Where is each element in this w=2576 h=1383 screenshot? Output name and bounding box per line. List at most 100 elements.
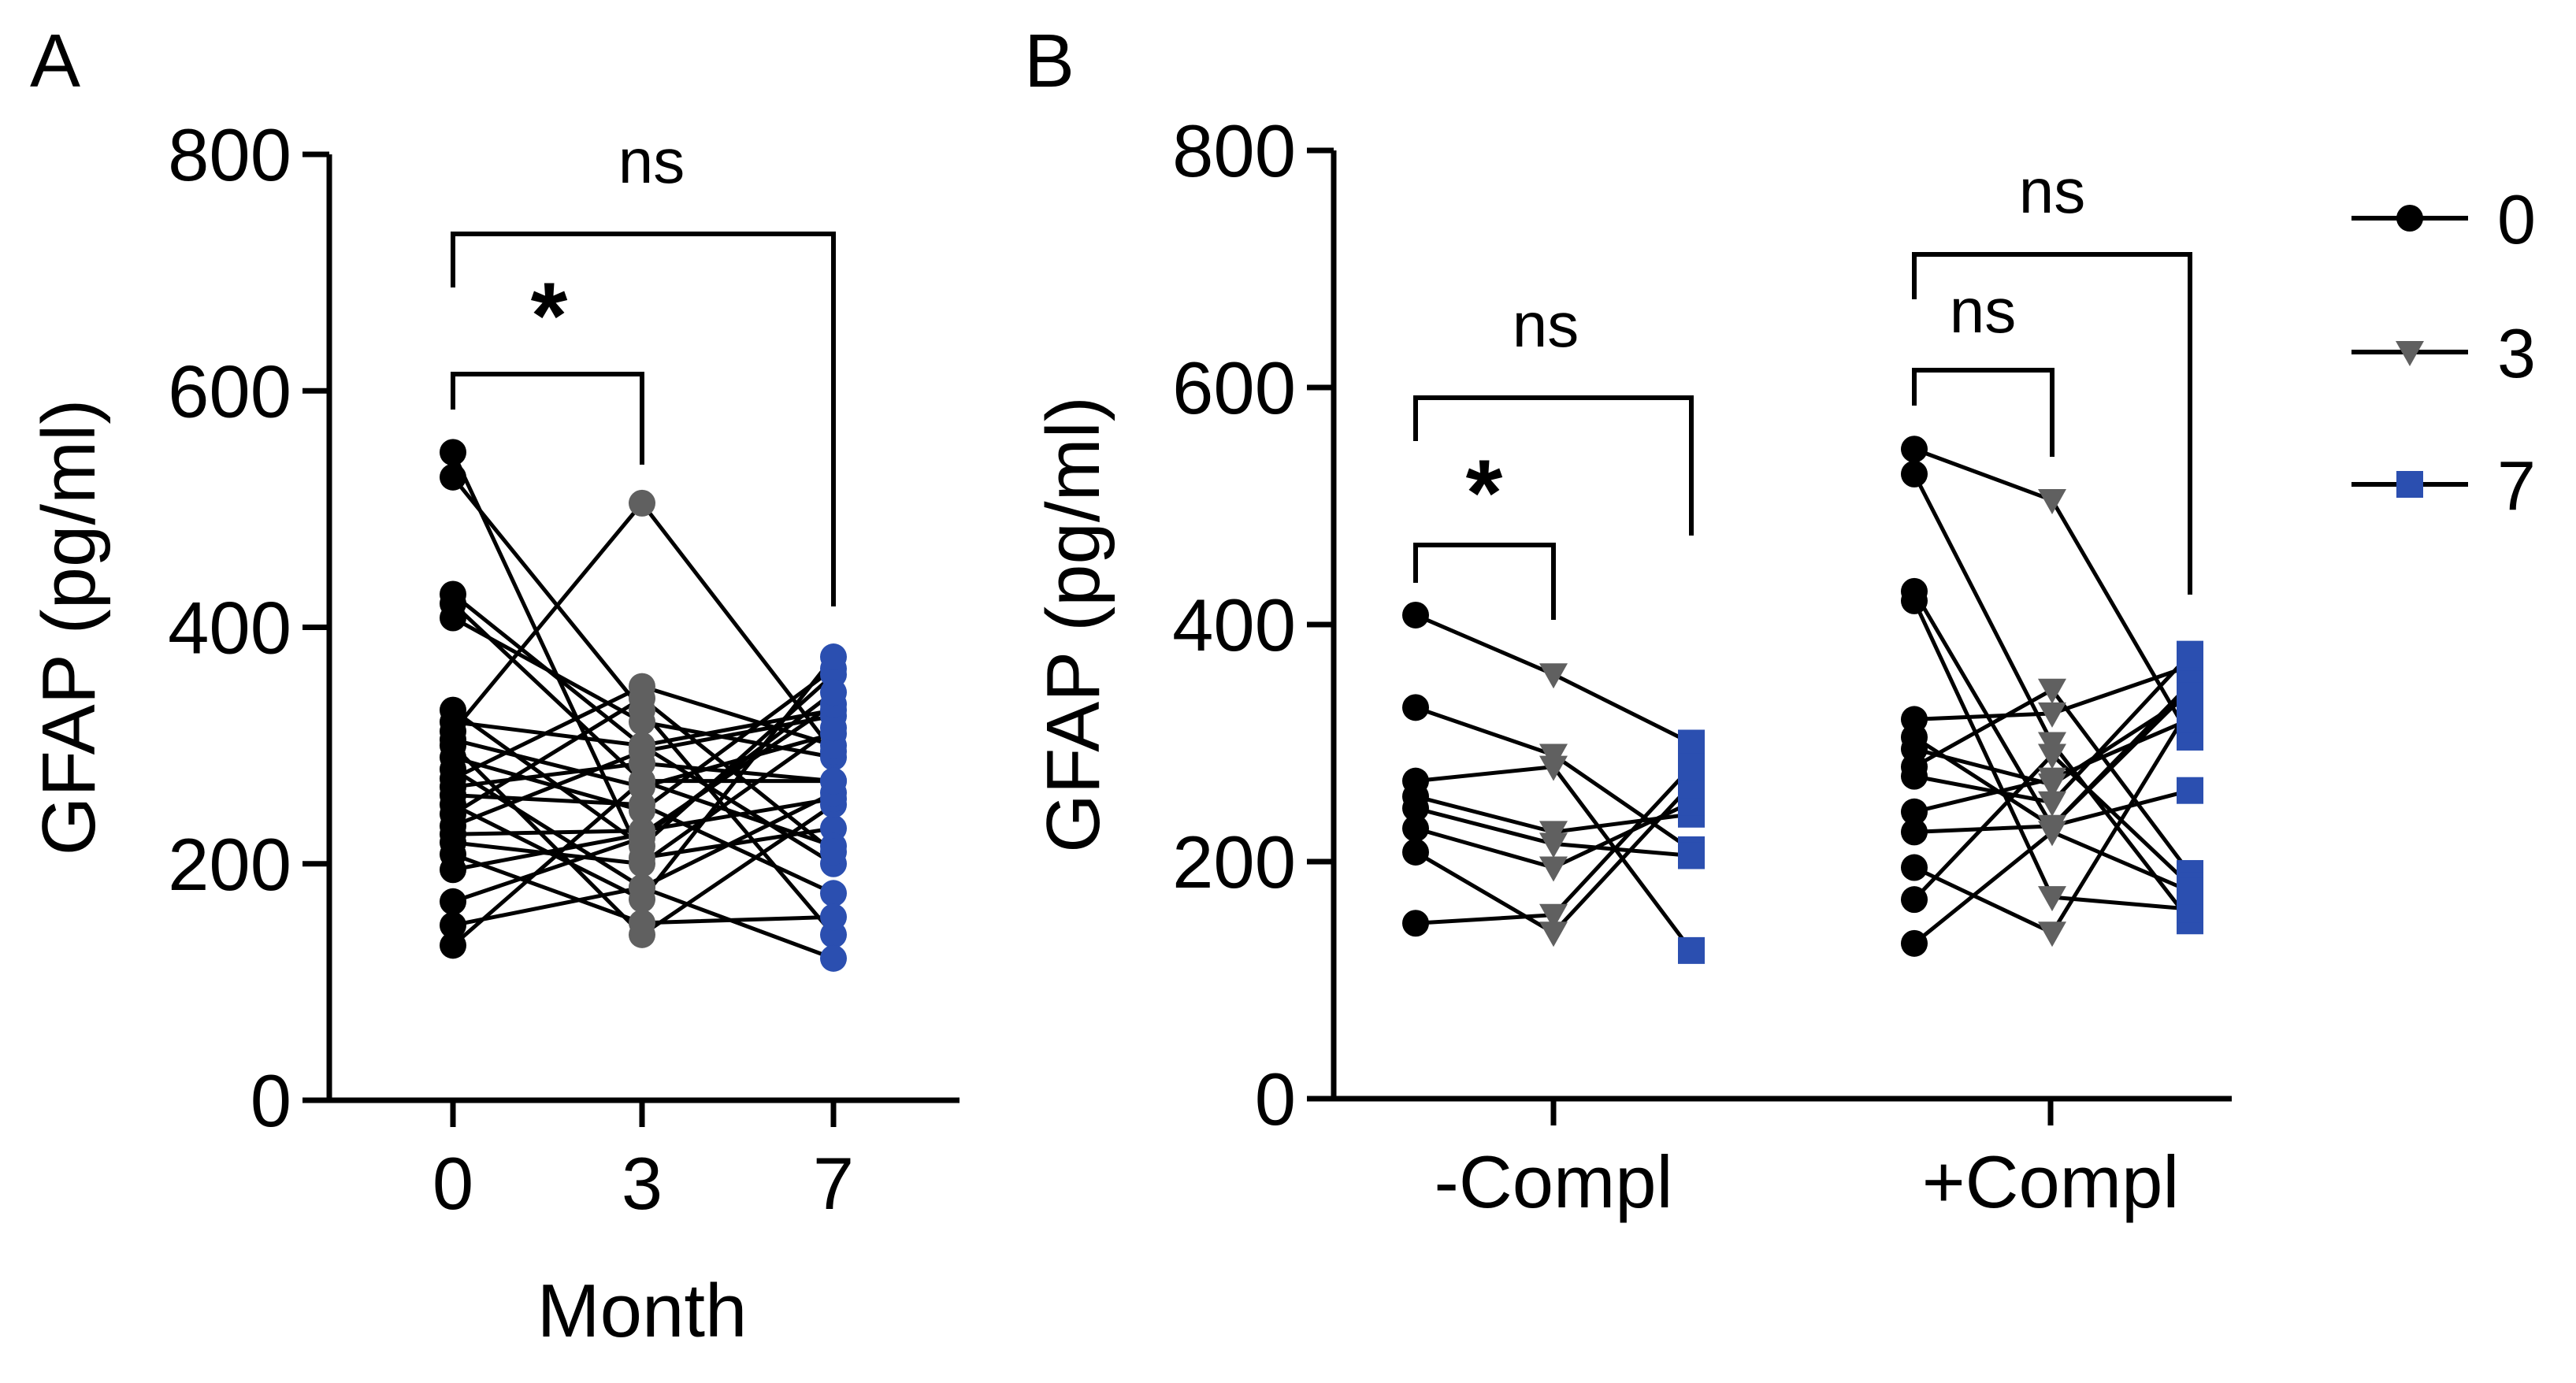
a-point-month7-19 (820, 714, 847, 742)
y-tick-label: 600 (1172, 347, 1296, 429)
a-point-month7-20 (820, 903, 847, 931)
b-g0-point-month0-5 (1402, 814, 1429, 842)
a-point-month0-21 (440, 856, 466, 884)
b-g0-point-month3-0 (1539, 663, 1568, 689)
y-tick-label: 200 (1172, 821, 1296, 903)
b-g1-point-month7-13 (2177, 877, 2203, 905)
a-point-month0-22 (440, 888, 466, 915)
a-point-month7-11 (820, 944, 847, 972)
a-point-month7-15 (820, 643, 847, 671)
legend-marker-month7 (2396, 471, 2423, 498)
legend-label-month3: 3 (2497, 314, 2536, 392)
a-point-month7-22 (820, 679, 847, 706)
b-minus-sig-0-7-label: ns (1513, 290, 1579, 360)
b-g1-point-month3-7 (2038, 678, 2066, 704)
a-point-month0-24 (440, 932, 466, 959)
b-g1-point-month0-9 (1901, 798, 1928, 825)
y-tick-label: 400 (168, 587, 291, 669)
x-tick-label: 3 (622, 1142, 663, 1225)
b-g1-point-month7-10 (2177, 777, 2203, 804)
b-g0-point-month7-0 (1678, 729, 1705, 757)
b-g0-point-month0-7 (1402, 910, 1429, 937)
y-axis-title: GFAP (pg/ml) (1031, 396, 1115, 853)
b-g0-point-month7-2 (1678, 936, 1705, 964)
panel-a-letter: A (30, 19, 80, 103)
a-sig-0-3-line (451, 372, 644, 465)
b-g1-point-month3-8 (2038, 791, 2066, 817)
a-point-month0-4 (440, 604, 466, 632)
panel-b: B 0 200 400 600 800 GFAP (pg/ml) -Compl +Compl *… (1024, 19, 2232, 1223)
a-point-month0-0 (440, 439, 466, 466)
b-g0-point-month0-4 (1402, 795, 1429, 822)
a-point-month7-16 (820, 838, 847, 866)
b-g1-point-month3-4 (2038, 702, 2066, 728)
b-minus-sig-0-7-line (1413, 395, 1694, 536)
legend-label-month7: 7 (2497, 447, 2536, 525)
b-g1-point-month0-12 (1901, 886, 1928, 914)
b-g0-point-month0-0 (1402, 601, 1429, 628)
b-g1-point-month3-12 (2038, 743, 2066, 769)
legend-label-month0: 0 (2497, 180, 2536, 258)
y-tick-label: 600 (168, 350, 291, 432)
b-g0-point-month3-5 (1539, 856, 1568, 882)
panel-b-letter: B (1024, 19, 1075, 103)
x-group-label: +Compl (1922, 1140, 2180, 1223)
b-g0-point-month3-6 (1539, 921, 1568, 947)
x-group-label: -Compl (1435, 1140, 1673, 1223)
b-g1-point-month3-11 (2038, 921, 2066, 947)
b-g0-point-month3-2 (1539, 755, 1568, 781)
b-g0-point-month3-4 (1539, 832, 1568, 858)
b-g0-point-month7-7 (1678, 753, 1705, 780)
y-tick-label: 200 (168, 823, 291, 906)
x-tick-label: 7 (813, 1142, 854, 1225)
y-tick-label: 800 (1172, 109, 1296, 192)
y-tick-label: 400 (1172, 584, 1296, 666)
a-point-month0-1 (440, 463, 466, 491)
x-tick-label: 0 (432, 1142, 473, 1225)
a-point-month7-14 (820, 880, 847, 907)
legend: 0 3 7 (2351, 180, 2536, 525)
b-g1-point-month3-0 (2038, 488, 2066, 514)
legend-marker-month3 (2396, 341, 2424, 366)
b-g1-point-month0-13 (1901, 929, 1928, 957)
b-plus-sig-0-3-line (1912, 368, 2054, 457)
b-g1-point-month3-13 (2038, 821, 2066, 847)
x-axis-title: Month (537, 1269, 748, 1353)
b-g1-point-month7-11 (2177, 694, 2203, 721)
a-point-month3-22 (629, 824, 655, 851)
y-tick-label: 0 (251, 1059, 291, 1142)
b-g0-point-month7-4 (1678, 842, 1705, 869)
b-g0-point-month0-1 (1402, 694, 1429, 721)
a-sig-0-7-label: ns (618, 126, 685, 196)
panel-a: A 0 200 400 600 800 GFAP (pg/ml) 0 3 7 Month * ns (27, 19, 960, 1353)
b-g1-point-month0-1 (1901, 460, 1928, 488)
b-g1-point-month3-9 (2038, 767, 2066, 793)
a-point-month3-4 (629, 708, 655, 736)
b-g1-point-month3-3 (2038, 886, 2066, 912)
a-point-month3-16 (629, 684, 655, 712)
legend-marker-month0 (2396, 205, 2423, 232)
a-point-month3-7 (629, 489, 655, 517)
b-g1-point-month0-11 (1901, 854, 1928, 881)
a-point-month7-24 (820, 767, 847, 795)
a-sig-0-7-line (451, 232, 836, 606)
a-point-month3-24 (629, 767, 655, 795)
y-tick-label: 800 (168, 113, 291, 196)
b-plus-sig-0-7-label: ns (2019, 156, 2086, 226)
a-point-month3-19 (629, 850, 655, 877)
b-g1-point-month0-8 (1901, 762, 1928, 790)
a-point-month0-23 (440, 911, 466, 939)
b-minus-sig-0-3-label: * (1466, 440, 1503, 546)
b-g1-point-month0-10 (1901, 818, 1928, 846)
a-point-month3-14 (629, 791, 655, 818)
a-point-month3-17 (629, 738, 655, 766)
b-g1-point-month0-0 (1901, 436, 1928, 463)
b-minus-sig-0-3-line (1413, 543, 1556, 620)
b-g0-point-month3-7 (1539, 903, 1568, 929)
b-g1-point-month7-8 (2177, 640, 2203, 668)
y-axis-title: GFAP (pg/ml) (27, 399, 111, 856)
b-plus-sig-0-3-label: ns (1950, 276, 2017, 346)
y-tick-label: 0 (1255, 1058, 1296, 1140)
a-point-month3-23 (629, 873, 655, 901)
